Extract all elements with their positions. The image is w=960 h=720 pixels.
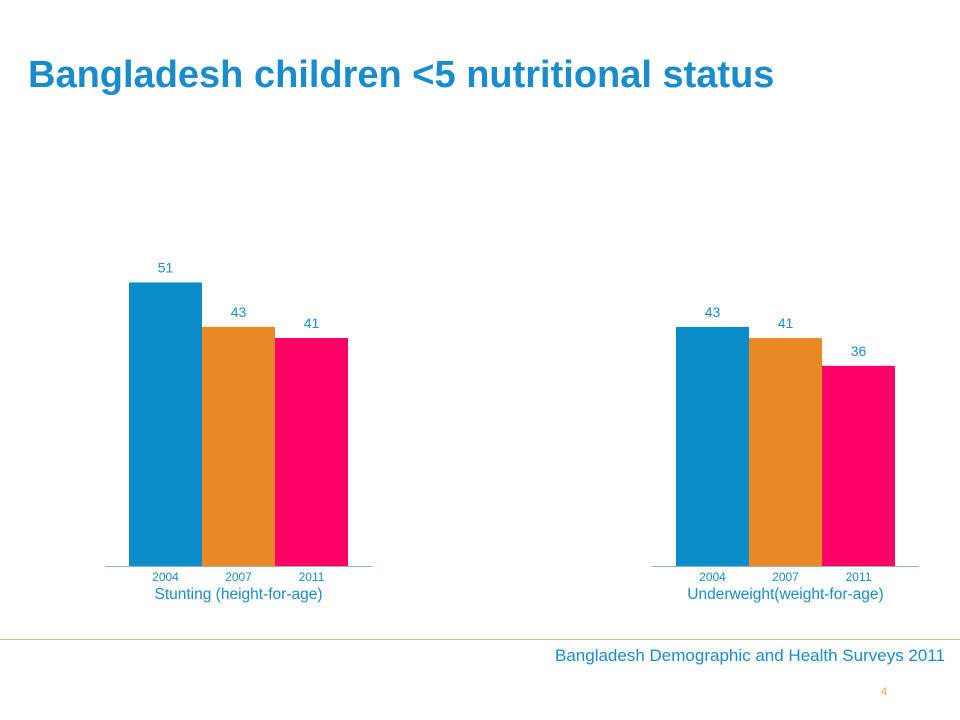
- tick-label-year: 2011: [299, 570, 325, 584]
- tick-label-year: 2007: [772, 570, 799, 584]
- page-number: 4: [881, 686, 888, 698]
- category-label: Underweight(weight-for-age): [687, 586, 883, 603]
- bar-2004: [129, 282, 202, 566]
- data-label: 41: [778, 315, 794, 331]
- source-citation: Bangladesh Demographic and Health Survey…: [555, 646, 945, 665]
- bar-2004: [676, 326, 749, 566]
- page-title: Bangladesh children <5 nutritional statu…: [28, 54, 775, 96]
- bar-2007: [202, 326, 275, 566]
- bar-2011: [822, 365, 895, 566]
- bar-2007: [749, 338, 822, 566]
- data-label: 41: [304, 315, 320, 331]
- category-label: Stunting (height-for-age): [154, 586, 322, 603]
- footer-divider: [0, 639, 960, 640]
- data-label: 36: [851, 343, 867, 359]
- tick-label-year: 2011: [846, 570, 872, 584]
- data-label: 51: [158, 259, 174, 275]
- bar-chart: 51 2004 43 2007 41 2011 Stunting (height-for-a…: [105, 259, 919, 603]
- data-label: 43: [231, 304, 247, 320]
- tick-label-year: 2004: [699, 570, 726, 584]
- tick-label-year: 2007: [225, 570, 252, 584]
- tick-label-year: 2004: [152, 570, 179, 584]
- data-label: 43: [705, 304, 721, 320]
- bar-2011: [275, 338, 348, 566]
